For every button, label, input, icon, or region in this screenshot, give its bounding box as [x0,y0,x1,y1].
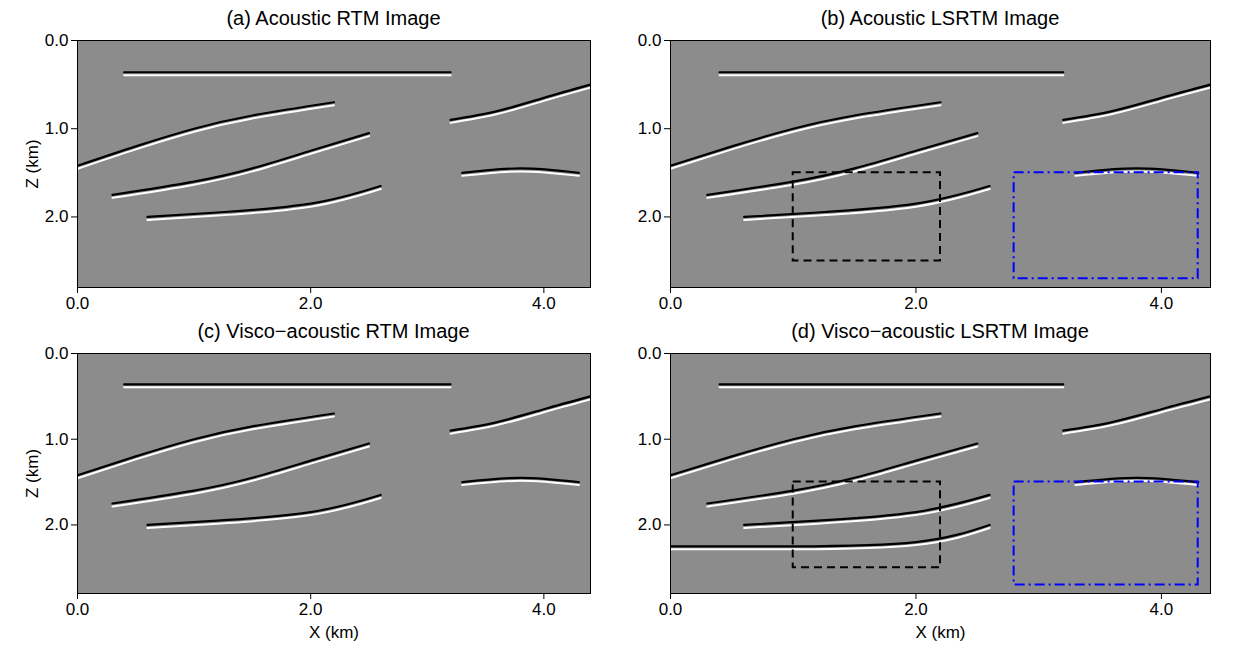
svg-text:1.0: 1.0 [638,119,662,138]
html-text:(b) Acoustic LSRTM Image: (b) Acoustic LSRTM Image [820,7,1060,29]
svg-text:4.0: 4.0 [1150,600,1174,619]
svg-text:0.0: 0.0 [638,32,662,50]
svg-text:4.0: 4.0 [532,294,556,313]
svg-text:2.0: 2.0 [638,515,662,534]
svg-text:2.0: 2.0 [904,294,928,313]
svg-text:1.0: 1.0 [45,119,69,138]
svg-text:2.0: 2.0 [299,294,323,313]
svg-text:0.0: 0.0 [45,32,69,50]
svg-text:0.0: 0.0 [638,345,662,363]
svg-text:Z (km): Z (km) [23,449,42,498]
svg-text:2.0: 2.0 [299,600,323,619]
svg-text:1.0: 1.0 [638,430,662,449]
svg-text:4.0: 4.0 [1150,294,1174,313]
svg-text:Z (km): Z (km) [23,139,42,188]
svg-text:0.0: 0.0 [66,294,90,313]
svg-text:X (km): X (km) [915,623,965,642]
html-text:(a) Acoustic RTM Image: (a) Acoustic RTM Image [226,7,441,29]
svg-text:X (km): X (km) [309,623,359,642]
html-text:(c) Visco−acoustic RTM Image: (c) Visco−acoustic RTM Image [197,320,470,342]
svg-text:2.0: 2.0 [45,515,69,534]
svg-text:0.0: 0.0 [659,294,683,313]
svg-text:1.0: 1.0 [45,430,69,449]
svg-text:4.0: 4.0 [532,600,556,619]
svg-text:0.0: 0.0 [66,600,90,619]
svg-text:2.0: 2.0 [904,600,928,619]
svg-text:0.0: 0.0 [45,345,69,363]
svg-text:2.0: 2.0 [45,207,69,226]
html-text:(d) Visco−acoustic LSRTM Image: (d) Visco−acoustic LSRTM Image [791,320,1089,342]
svg-text:2.0: 2.0 [638,207,662,226]
svg-text:0.0: 0.0 [659,600,683,619]
